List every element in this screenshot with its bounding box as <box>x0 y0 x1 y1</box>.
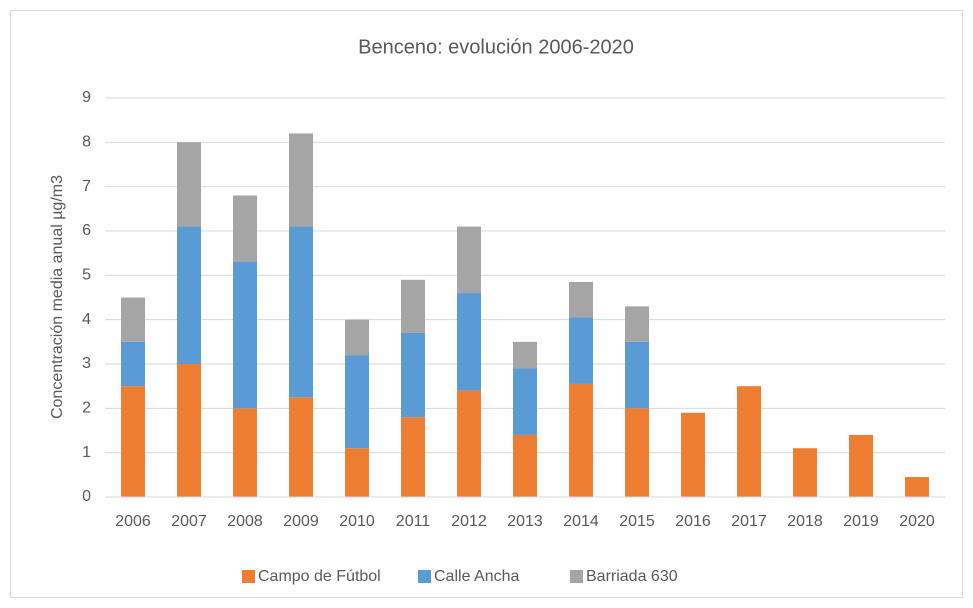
bar <box>625 341 649 409</box>
bar <box>513 368 537 435</box>
legend-swatch <box>570 570 583 583</box>
bar <box>457 293 481 391</box>
bar <box>905 477 929 497</box>
x-tick-label: 2018 <box>787 513 823 530</box>
bar <box>513 341 537 369</box>
x-tick-label: 2014 <box>563 513 599 530</box>
x-tick-label: 2017 <box>731 513 767 530</box>
y-tick-label: 4 <box>82 311 91 328</box>
bar <box>401 417 425 497</box>
y-tick-label: 9 <box>82 89 91 106</box>
legend-swatch <box>242 570 255 583</box>
bar <box>177 226 201 364</box>
y-tick-label: 1 <box>82 444 91 461</box>
bar <box>569 317 593 384</box>
bar <box>737 386 761 497</box>
x-tick-label: 2010 <box>339 513 375 530</box>
y-tick-label: 7 <box>82 178 91 195</box>
bar <box>345 319 369 356</box>
bar <box>233 262 257 409</box>
bar <box>233 195 257 263</box>
x-tick-label: 2020 <box>899 513 935 530</box>
x-tick-label: 2019 <box>843 513 879 530</box>
y-tick-label: 0 <box>82 488 91 505</box>
x-tick-label: 2008 <box>227 513 263 530</box>
legend-label: Campo de Fútbol <box>258 568 381 585</box>
legend-label: Calle Ancha <box>434 568 519 585</box>
y-axis-label: Concentración media anual µg/m3 <box>49 175 66 419</box>
x-tick-label: 2013 <box>507 513 543 530</box>
x-tick-label: 2016 <box>675 513 711 530</box>
x-tick-label: 2006 <box>115 513 151 530</box>
bar <box>457 390 481 497</box>
bar <box>345 355 369 449</box>
bar <box>233 408 257 497</box>
y-tick-label: 3 <box>82 355 91 372</box>
bar <box>345 448 369 497</box>
bar <box>401 332 425 418</box>
bar <box>569 383 593 497</box>
bar <box>625 408 649 497</box>
chart-title: Benceno: evolución 2006-2020 <box>358 36 634 58</box>
x-tick-label: 2015 <box>619 513 655 530</box>
bar <box>625 306 649 342</box>
bar <box>289 133 313 227</box>
chart-border <box>10 10 963 598</box>
bar <box>513 434 537 497</box>
bar <box>177 364 201 497</box>
x-tick-label: 2009 <box>283 513 319 530</box>
x-tick-label: 2011 <box>396 513 431 530</box>
bar <box>177 142 201 227</box>
y-tick-label: 8 <box>82 134 91 151</box>
bar <box>121 386 145 497</box>
bar <box>289 226 313 398</box>
bar <box>793 448 817 497</box>
bar <box>121 297 145 342</box>
y-tick-label: 2 <box>82 400 91 417</box>
bar <box>569 281 593 318</box>
bar <box>121 341 145 387</box>
x-tick-label: 2012 <box>451 513 487 530</box>
bar <box>401 279 425 333</box>
x-tick-label: 2007 <box>171 513 207 530</box>
y-tick-label: 6 <box>82 222 91 239</box>
bar <box>681 412 705 497</box>
bar <box>849 434 873 497</box>
legend-swatch <box>418 570 431 583</box>
legend-label: Barriada 630 <box>586 568 678 585</box>
bar <box>457 226 481 294</box>
y-tick-label: 5 <box>82 267 91 284</box>
bar <box>289 397 313 497</box>
